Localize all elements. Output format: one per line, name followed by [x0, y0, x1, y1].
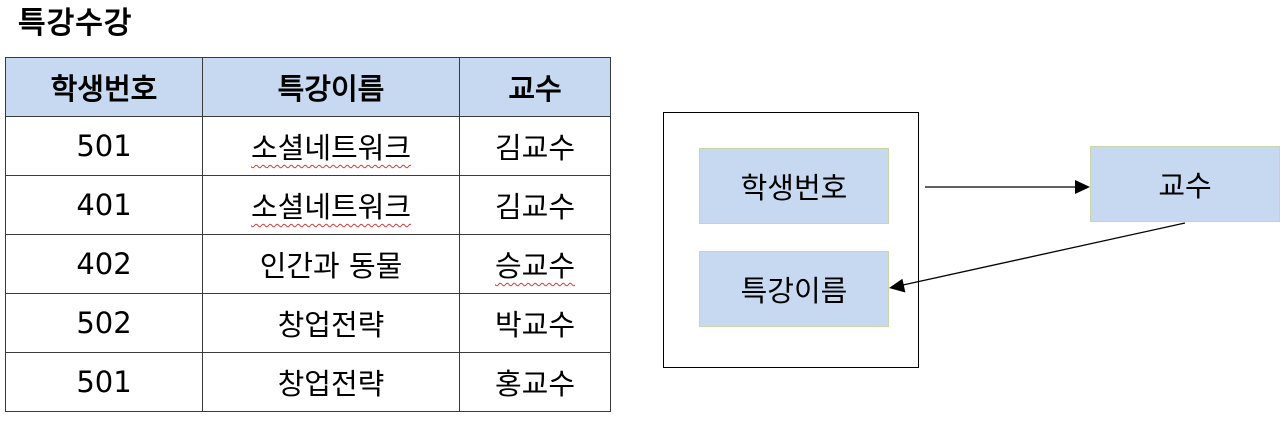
table-row: 501 소셜네트워크 김교수: [5, 116, 611, 176]
attribute-box-lecture-name: 특강이름: [699, 251, 889, 327]
table-row: 501 창업전략 홍교수: [5, 352, 611, 412]
column-header-lecture-name: 특강이름: [202, 57, 460, 117]
cell-student-id: 402: [5, 234, 203, 294]
cell-student-id: 501: [5, 352, 203, 412]
cell-lecture-name: 창업전략: [202, 352, 460, 412]
arrowhead-lecture: [889, 278, 906, 293]
arrow-professor-to-lecture: [902, 222, 1186, 286]
cell-student-id: 502: [5, 293, 203, 353]
arrowhead-professor: [1075, 180, 1090, 194]
attribute-box-student-id: 학생번호: [699, 148, 889, 224]
cell-student-id: 501: [5, 116, 203, 176]
column-header-student-id: 학생번호: [5, 57, 203, 117]
attribute-box-professor: 교수: [1090, 146, 1280, 222]
composite-key-box: [663, 112, 919, 368]
cell-lecture-name-text: 소셜네트워크: [250, 131, 412, 165]
page-title: 특강수강: [18, 6, 133, 41]
column-header-professor: 교수: [459, 57, 611, 117]
cell-professor: 박교수: [459, 293, 611, 353]
cell-professor: 김교수: [459, 175, 611, 235]
table-row: 502 창업전략 박교수: [5, 293, 611, 353]
table-row: 402 인간과 동물 승교수: [5, 234, 611, 294]
cell-student-id: 401: [5, 175, 203, 235]
cell-lecture-name: 인간과 동물: [202, 234, 460, 294]
table-header-row: 학생번호 특강이름 교수: [5, 57, 611, 117]
cell-professor: 승교수: [459, 234, 611, 294]
cell-lecture-name-text: 소셜네트워크: [250, 190, 412, 224]
cell-lecture-name: 소셜네트워크: [202, 116, 460, 176]
cell-professor-text: 승교수: [494, 249, 576, 283]
lecture-table: 학생번호 특강이름 교수 501 소셜네트워크 김교수 401 소셜네트워크 김…: [5, 57, 611, 412]
cell-professor: 홍교수: [459, 352, 611, 412]
table-row: 401 소셜네트워크 김교수: [5, 175, 611, 235]
